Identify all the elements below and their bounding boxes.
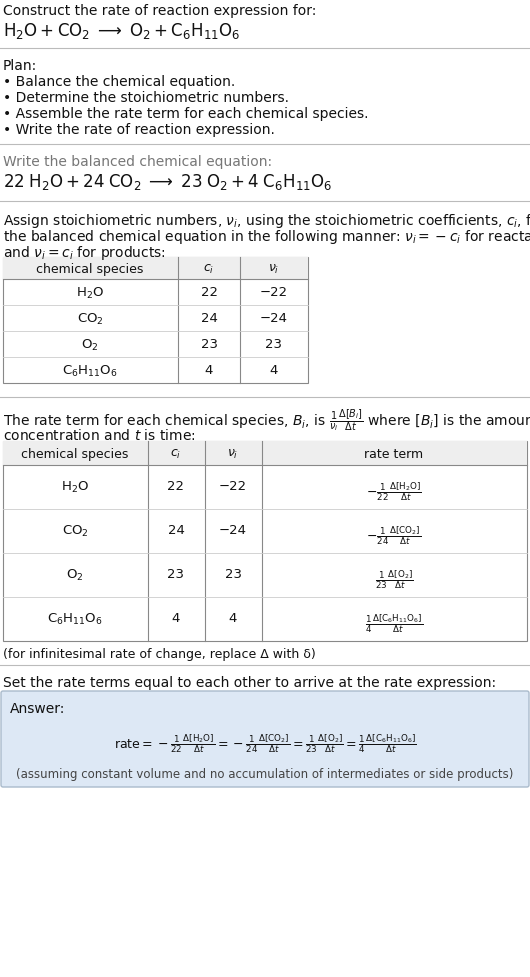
Text: −22: −22 <box>260 285 288 299</box>
Text: −24: −24 <box>260 312 288 324</box>
Bar <box>3 258 308 279</box>
Text: 23: 23 <box>200 338 217 351</box>
Text: 22: 22 <box>167 480 184 492</box>
Text: $c_i$: $c_i$ <box>204 263 215 276</box>
Text: $\mathrm{O_2}$: $\mathrm{O_2}$ <box>66 568 84 582</box>
Text: $c_i$: $c_i$ <box>170 447 182 460</box>
Text: Plan:: Plan: <box>3 59 37 73</box>
Text: (assuming constant volume and no accumulation of intermediates or side products): (assuming constant volume and no accumul… <box>16 767 514 781</box>
Bar <box>3 442 527 465</box>
Text: (for infinitesimal rate of change, replace Δ with δ): (for infinitesimal rate of change, repla… <box>3 648 316 660</box>
Text: 24: 24 <box>200 312 217 324</box>
Text: −24: −24 <box>219 524 247 536</box>
Text: concentration and $t$ is time:: concentration and $t$ is time: <box>3 428 196 443</box>
Text: chemical species: chemical species <box>21 447 129 460</box>
Text: • Assemble the rate term for each chemical species.: • Assemble the rate term for each chemic… <box>3 106 368 121</box>
Text: Write the balanced chemical equation:: Write the balanced chemical equation: <box>3 154 272 169</box>
Text: $\nu_i$: $\nu_i$ <box>268 263 280 276</box>
Text: 22: 22 <box>200 285 217 299</box>
Text: 4: 4 <box>205 363 213 376</box>
Text: $\mathrm{O_2}$: $\mathrm{O_2}$ <box>81 338 99 353</box>
Text: Set the rate terms equal to each other to arrive at the rate expression:: Set the rate terms equal to each other t… <box>3 675 496 690</box>
Text: 23: 23 <box>167 568 184 580</box>
Text: Construct the rate of reaction expression for:: Construct the rate of reaction expressio… <box>3 4 316 18</box>
Text: −22: −22 <box>219 480 247 492</box>
Text: $\mathrm{rate} = -\frac{1}{22}\frac{\Delta[\mathrm{H_2O}]}{\Delta t} = -\frac{1}: $\mathrm{rate} = -\frac{1}{22}\frac{\Del… <box>113 731 417 754</box>
Text: $\nu_i$: $\nu_i$ <box>227 447 238 460</box>
Text: • Balance the chemical equation.: • Balance the chemical equation. <box>3 75 235 89</box>
Text: $\frac{1}{4}\frac{\Delta[\mathrm{C_6H_{11}O_6}]}{\Delta t}$: $\frac{1}{4}\frac{\Delta[\mathrm{C_6H_{1… <box>365 612 423 634</box>
Text: The rate term for each chemical species, $B_i$, is $\frac{1}{\nu_i}\frac{\Delta[: The rate term for each chemical species,… <box>3 407 530 434</box>
Text: $\mathrm{CO_2}$: $\mathrm{CO_2}$ <box>61 524 89 538</box>
Bar <box>3 258 308 384</box>
Text: 24: 24 <box>167 524 184 536</box>
Text: and $\nu_i = c_i$ for products:: and $\nu_i = c_i$ for products: <box>3 243 166 262</box>
Text: Answer:: Answer: <box>10 701 65 715</box>
Text: $\mathrm{CO_2}$: $\mathrm{CO_2}$ <box>77 312 103 326</box>
Text: 4: 4 <box>172 612 180 624</box>
Text: $\mathrm{H_2O}$: $\mathrm{H_2O}$ <box>76 285 104 301</box>
Text: $\mathrm{C_6H_{11}O_6}$: $\mathrm{C_6H_{11}O_6}$ <box>47 612 103 626</box>
Text: the balanced chemical equation in the following manner: $\nu_i = -c_i$ for react: the balanced chemical equation in the fo… <box>3 228 530 246</box>
Text: $\frac{1}{23}\frac{\Delta[\mathrm{O_2}]}{\Delta t}$: $\frac{1}{23}\frac{\Delta[\mathrm{O_2}]}… <box>375 568 413 590</box>
Text: 4: 4 <box>270 363 278 376</box>
Text: $\mathrm{H_2O + CO_2 \;\longrightarrow\; O_2 + C_6H_{11}O_6}$: $\mathrm{H_2O + CO_2 \;\longrightarrow\;… <box>3 21 240 41</box>
Text: $\mathrm{H_2O}$: $\mathrm{H_2O}$ <box>61 480 89 494</box>
Text: 23: 23 <box>225 568 242 580</box>
Text: $-\frac{1}{22}\frac{\Delta[\mathrm{H_2O}]}{\Delta t}$: $-\frac{1}{22}\frac{\Delta[\mathrm{H_2O}… <box>366 480 422 502</box>
Text: • Determine the stoichiometric numbers.: • Determine the stoichiometric numbers. <box>3 91 289 105</box>
FancyBboxPatch shape <box>1 692 529 787</box>
Text: rate term: rate term <box>365 447 423 460</box>
Bar <box>3 442 527 641</box>
Text: • Write the rate of reaction expression.: • Write the rate of reaction expression. <box>3 123 275 137</box>
Text: Assign stoichiometric numbers, $\nu_i$, using the stoichiometric coefficients, $: Assign stoichiometric numbers, $\nu_i$, … <box>3 212 530 230</box>
Text: 4: 4 <box>229 612 237 624</box>
Text: chemical species: chemical species <box>37 263 144 276</box>
Text: $\mathrm{22\;H_2O + 24\;CO_2 \;\longrightarrow\; 23\;O_2 + 4\;C_6H_{11}O_6}$: $\mathrm{22\;H_2O + 24\;CO_2 \;\longrigh… <box>3 172 332 191</box>
Text: $\mathrm{C_6H_{11}O_6}$: $\mathrm{C_6H_{11}O_6}$ <box>62 363 118 379</box>
Text: 23: 23 <box>266 338 282 351</box>
Text: $-\frac{1}{24}\frac{\Delta[\mathrm{CO_2}]}{\Delta t}$: $-\frac{1}{24}\frac{\Delta[\mathrm{CO_2}… <box>366 524 421 546</box>
